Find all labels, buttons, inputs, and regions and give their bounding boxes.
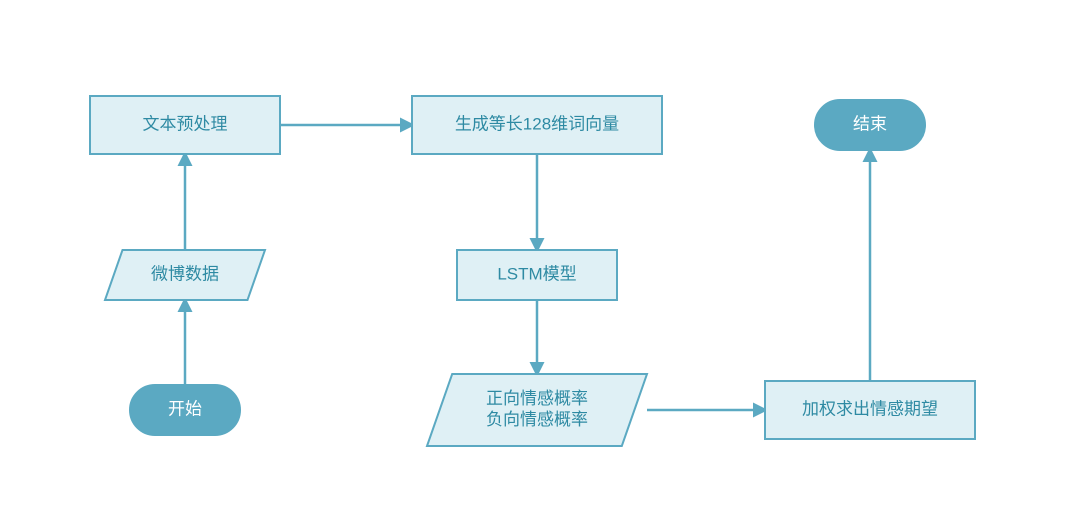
node-label: LSTM模型	[497, 264, 576, 283]
node-end: 结束	[815, 100, 925, 150]
node-label: 微博数据	[151, 264, 219, 283]
node-weight: 加权求出情感期望	[765, 381, 975, 439]
node-label: 开始	[168, 399, 202, 418]
node-lstm: LSTM模型	[457, 250, 617, 300]
node-embed: 生成等长128维词向量	[412, 96, 662, 154]
node-preproc: 文本预处理	[90, 96, 280, 154]
node-start: 开始	[130, 385, 240, 435]
node-label: 正向情感概率	[486, 389, 588, 408]
node-label: 加权求出情感期望	[802, 399, 938, 418]
node-label: 结束	[853, 114, 887, 133]
node-probs: 正向情感概率负向情感概率	[427, 374, 647, 446]
node-label: 文本预处理	[143, 114, 228, 133]
node-label: 负向情感概率	[486, 410, 588, 429]
node-label: 生成等长128维词向量	[455, 114, 619, 133]
node-weibo: 微博数据	[105, 250, 265, 300]
flowchart-canvas: 开始微博数据文本预处理生成等长128维词向量LSTM模型正向情感概率负向情感概率…	[0, 0, 1080, 529]
